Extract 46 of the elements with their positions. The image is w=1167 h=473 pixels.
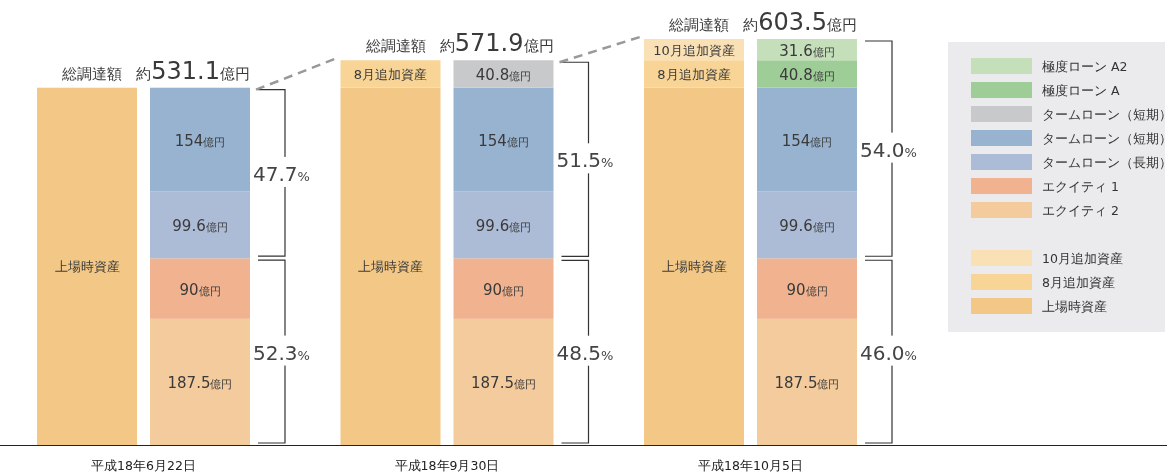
chart-title: 総調達額	[668, 16, 730, 34]
chart-title: 総調達額	[364, 37, 426, 56]
annotation: 54.0%	[860, 137, 917, 162]
text: 上場時資産	[661, 259, 727, 275]
data-label: 99.6億円	[172, 216, 228, 235]
data-label: 99.6億円	[779, 216, 835, 235]
chart-subtitle: 約531.1億円	[136, 56, 250, 85]
data-label: 154億円	[781, 131, 833, 150]
legend-label: タームローン（短期）	[1042, 131, 1167, 146]
annotation: 52.3%	[253, 340, 310, 365]
series-label: 8月追加資産	[353, 66, 428, 82]
annotation: 51.5%	[556, 148, 614, 173]
x-axis-title: 平成18年6月22日	[91, 458, 196, 473]
legend-label: エクイティ 1	[1042, 179, 1119, 194]
series-label: 上場時資産	[54, 259, 120, 275]
text: 10月追加資産	[653, 42, 735, 58]
x-axis-title: 平成18年9月30日	[394, 458, 500, 473]
annotation: 47.7%	[253, 161, 310, 186]
data-label: 31.6億円	[779, 41, 835, 60]
series-label: 上場時資産	[358, 259, 423, 275]
legend-label: 極度ローン A	[1042, 83, 1120, 98]
data-label: 40.8億円	[779, 65, 835, 84]
legend-label: タームローン（長期）	[1042, 155, 1167, 170]
data-label: 187.5億円	[471, 373, 536, 392]
data-label: 90億円	[482, 280, 525, 299]
legend-label: エクイティ 2	[1042, 203, 1119, 218]
data-label: 90億円	[786, 280, 828, 299]
legend-label: 10月追加資産	[1042, 251, 1123, 266]
legend-label: 極度ローン A2	[1042, 59, 1128, 74]
data-label: 90億円	[179, 280, 221, 299]
legend-label: 上場時資産	[1042, 299, 1107, 314]
annotation: 46.0%	[860, 340, 917, 365]
data-label: 99.6億円	[475, 216, 532, 235]
legend-label: タームローン（短期）	[1042, 107, 1167, 122]
chart-title: 総調達額	[61, 64, 123, 83]
chart-subtitle: 約603.5億円	[743, 8, 857, 36]
x-axis-title: 平成18年10月5日	[698, 458, 803, 473]
legend-label: 8月追加資産	[1042, 275, 1115, 290]
data-label: 40.8億円	[475, 65, 532, 84]
text: 8月追加資産	[657, 66, 731, 82]
annotation: 48.5%	[556, 340, 614, 365]
data-label: 187.5億円	[167, 373, 233, 392]
chart-subtitle: 約571.9億円	[439, 29, 554, 58]
data-label: 187.5億円	[774, 373, 840, 392]
data-label: 154億円	[478, 131, 529, 150]
data-label: 154億円	[174, 131, 226, 150]
